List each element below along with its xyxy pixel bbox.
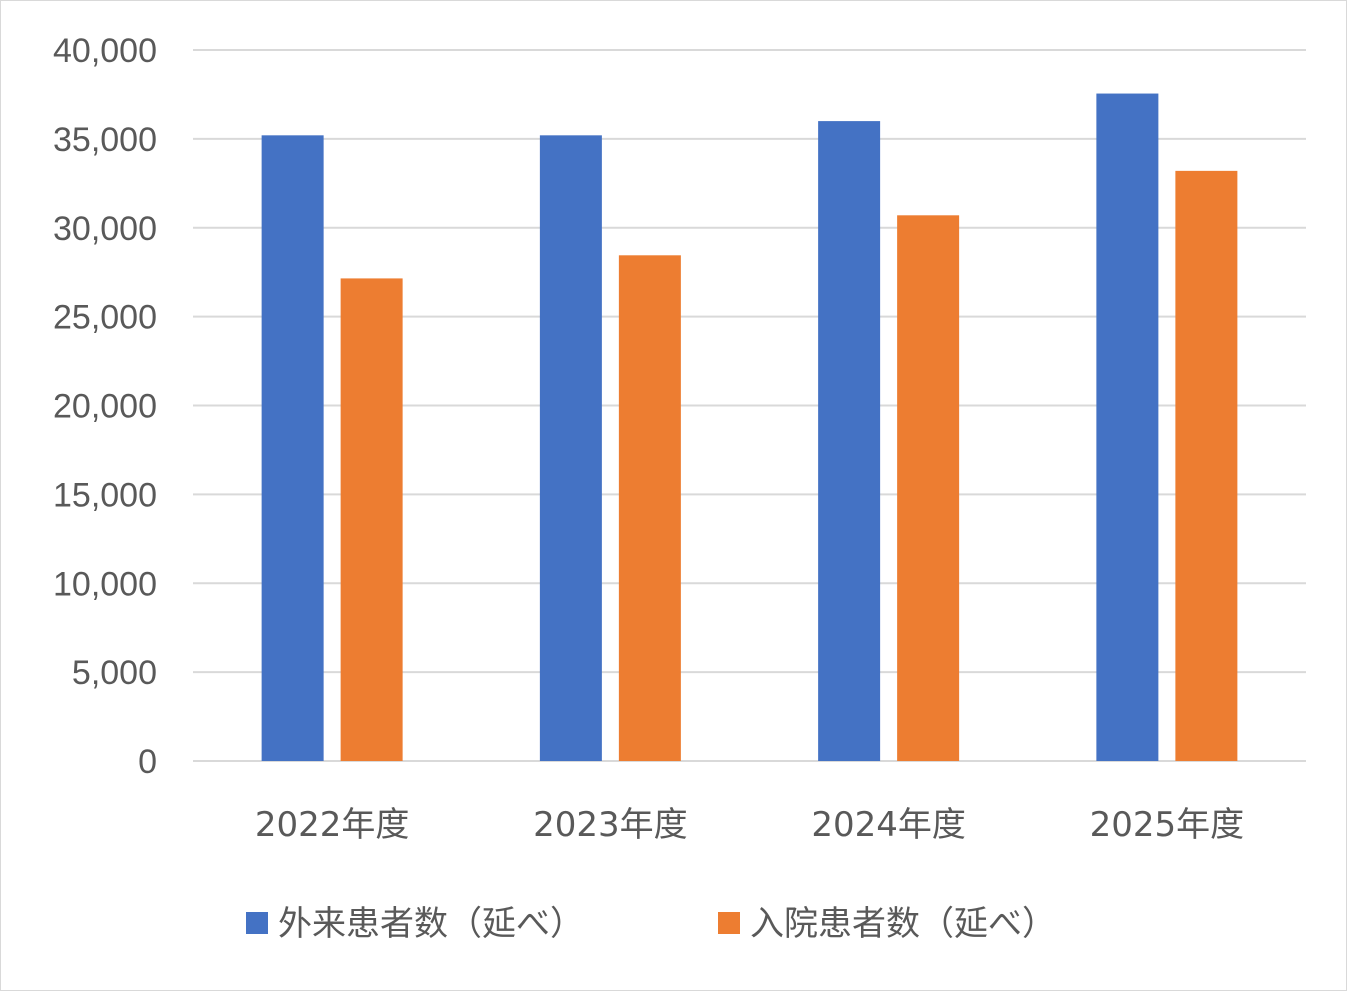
x-axis-category-labels: 2022年度 2023年度 2024年度 2025年度 [255,805,1244,845]
legend-label: 外来患者数（延べ） [278,904,584,944]
bar-outpatient-2 [818,121,881,762]
bar-inpatient-1 [618,255,681,761]
y-tick-label: 10,000 [53,565,157,603]
y-tick-label: 15,000 [53,476,157,514]
y-tick-label: 5,000 [72,654,157,692]
y-tick-label: 35,000 [53,121,157,159]
x-category-label: 2022年度 [255,805,410,845]
y-tick-label: 30,000 [53,210,157,248]
x-category-label: 2025年度 [1090,805,1245,845]
legend: 外来患者数（延べ） 入院患者数（延べ） [246,904,1056,944]
y-tick-label: 0 [138,743,157,781]
bar-inpatient-2 [897,215,960,761]
x-category-label: 2023年度 [533,805,688,845]
bar-inpatient-0 [340,278,403,761]
y-tick-label: 25,000 [53,299,157,337]
y-axis-tick-labels: 0 5,000 10,000 15,000 20,000 25,000 30,000 35,0… [53,32,157,781]
legend-label: 入院患者数（延べ） [750,904,1056,944]
bar-inpatient-3 [1175,170,1238,761]
bar-outpatient-3 [1096,93,1159,761]
bars [261,93,1238,762]
y-tick-label: 40,000 [53,32,157,70]
legend-swatch [246,912,268,934]
y-tick-label: 20,000 [53,388,157,426]
x-category-label: 2024年度 [811,805,966,845]
bar-outpatient-1 [539,135,602,761]
bar-outpatient-0 [261,135,324,761]
legend-swatch [718,912,740,934]
